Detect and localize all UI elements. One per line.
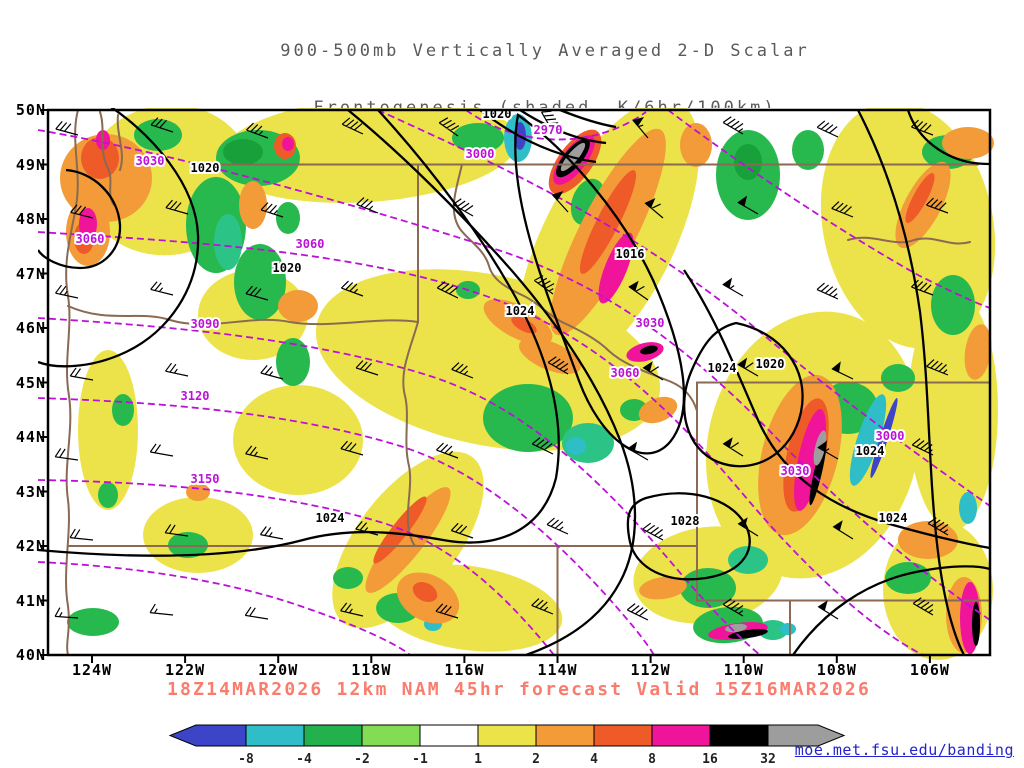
x-axis-tick-label: 108W [816,661,857,679]
x-axis-tick-label: 106W [909,661,950,679]
svg-text:3030: 3030 [636,316,665,330]
svg-text:1016: 1016 [616,247,645,261]
svg-text:3060: 3060 [296,237,325,251]
svg-text:2970: 2970 [534,123,563,137]
x-axis-tick-label: 110W [723,661,764,679]
y-axis-tick-label: 50N [15,101,46,119]
contour-labels: 3030 3000 2970 3060 3060 3090 3030 3120 3060 3150… [74,108,910,530]
x-axis-tick-label: 116W [444,661,485,679]
state-borders [65,109,991,656]
colorbar-segment [245,724,305,747]
svg-text:3120: 3120 [181,389,210,403]
svg-text:-2: -2 [354,752,370,767]
svg-text:1: 1 [474,752,482,767]
colorbar-segment [477,724,537,747]
frontogenesis-shading [60,108,998,660]
svg-text:2: 2 [532,752,540,767]
svg-text:3090: 3090 [191,317,220,331]
colorbar-left-arrow [168,724,247,747]
y-axis-tick-label: 43N [15,482,46,501]
svg-text:1020: 1020 [273,261,302,275]
colorbar-segment [535,724,595,747]
colorbar-segment [303,724,363,747]
colorbar-segment [593,724,653,747]
y-axis-tick-label: 46N [15,319,46,337]
x-axis-tick-label: 120W [258,661,299,679]
colorbar-segment [651,724,711,747]
svg-text:1028: 1028 [671,514,700,528]
svg-text:3150: 3150 [191,472,220,486]
svg-text:-4: -4 [296,752,312,767]
svg-text:3000: 3000 [876,429,905,443]
axis-frame [40,108,992,663]
colorbar-tick-labels: -8 -4 -2 -1 1 2 4 8 16 32 [238,752,776,767]
svg-text:16: 16 [702,752,718,767]
svg-text:3000: 3000 [466,147,495,161]
y-axis-tick-label: 47N [15,264,46,283]
colorbar-segment [361,724,421,747]
x-axis-tick-label: 118W [351,661,392,679]
svg-text:3030: 3030 [136,154,165,168]
colorbar-right-arrow [767,724,846,747]
x-axis-tick-label: 114W [537,661,578,679]
weather-map: 3030 3000 2970 3060 3060 3090 3030 3120 3060 3150… [38,108,1000,675]
forecast-caption: 18Z14MAR2026 12km NAM 45hr forecast Vali… [167,679,871,700]
svg-text:1020: 1020 [756,357,785,371]
x-axis-tick-label: 124W [71,661,113,679]
mslp-contours [38,108,991,657]
svg-text:1024: 1024 [506,304,535,318]
height-contours [38,109,991,656]
wind-barbs [54,110,949,621]
svg-text:1020: 1020 [191,161,220,175]
svg-text:1024: 1024 [316,511,345,525]
svg-text:3030: 3030 [781,464,810,478]
svg-text:-8: -8 [238,752,254,767]
svg-text:-1: -1 [412,752,428,767]
banding-site-link[interactable]: moe.met.fsu.edu/banding [794,741,1014,759]
svg-text:1024: 1024 [856,444,885,458]
y-axis-tick-label: 45N [15,373,46,392]
y-axis-tick-label: 44N [15,428,46,446]
y-axis-tick-label: 41N [15,591,46,610]
y-axis-tick-label: 40N [15,646,46,664]
svg-text:1024: 1024 [708,361,737,375]
colorbar-segment [709,724,769,747]
svg-text:3060: 3060 [611,366,640,380]
svg-text:1024: 1024 [879,511,908,525]
y-axis-tick-label: 48N [15,210,46,228]
title-line-1: 900-500mb Vertically Averaged 2-D Scalar [280,41,810,61]
x-axis-tick-label: 122W [165,661,206,679]
x-axis-tick-label: 112W [630,661,671,679]
colorbar-segment [419,724,479,747]
svg-text:3060: 3060 [76,232,105,246]
y-axis-tick-label: 49N [15,155,46,174]
svg-text:8: 8 [648,752,656,767]
svg-text:32: 32 [760,752,776,767]
svg-text:4: 4 [590,752,598,767]
colorbar: -8 -4 -2 -1 1 2 4 8 16 32 [168,724,846,767]
y-axis-tick-label: 42N [15,537,46,555]
